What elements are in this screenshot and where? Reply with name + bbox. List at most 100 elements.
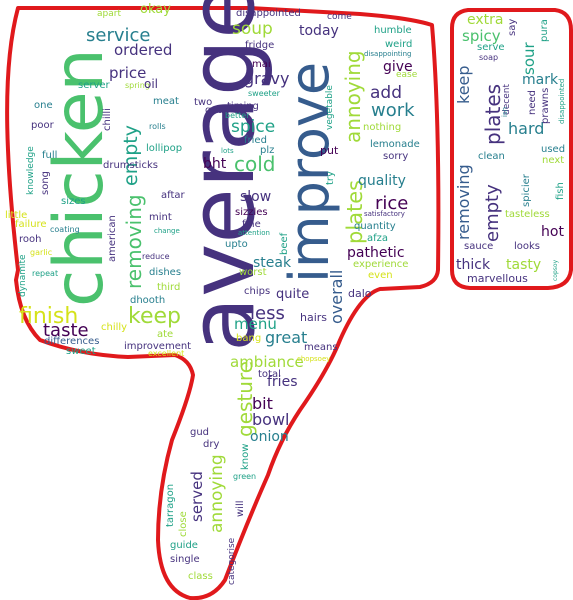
word-green: green [233,472,257,481]
word-vegetable: vegetable [325,85,335,130]
word-bang: bang [236,333,262,344]
word-quantity: quantity [354,221,396,232]
word-mai: mai [252,59,271,70]
word-slow: slow [240,189,272,205]
word-know: know [240,443,251,470]
word-quite: quite [276,287,310,302]
word-aftar: aftar [161,190,185,201]
word-repeat: repeat [32,269,59,278]
word-onion: onion [250,429,289,445]
word-garlic: garlic [30,248,53,257]
word-chopsoey: chopsoey [297,355,331,363]
word-keep: keep [128,304,181,329]
word-soup: soup [232,19,273,39]
word-served: served [188,471,206,522]
word-average: average [170,0,275,352]
word-song: song [40,170,51,195]
word-two: two [194,97,213,108]
word-sauce: sauce [464,241,494,252]
word-qua: qua [205,105,224,116]
word-price: price [109,64,147,82]
word-soap: soap [479,53,499,62]
word-one: one [34,100,53,111]
word-disappointing: disappointing [364,50,412,58]
word-hairs: hairs [300,311,328,324]
word-work: work [371,100,415,121]
word-dalo: dalo [348,287,372,300]
word-fine: fine [242,219,261,230]
word-gravy: gravy [244,69,290,88]
word-bowl: bowl [252,410,290,429]
word-marvellous: marvellous [467,272,528,285]
word-rolls: rolls [149,122,166,131]
word-removing-cuff: removing [454,164,473,240]
word-put: put [320,144,339,157]
word-categorise: categorise [227,537,237,585]
word-give: give [383,59,413,75]
word-drumsticks: drumsticks [103,160,158,171]
word-satisfactory: satisfactory [364,210,405,218]
word-annoying-2: annoying [207,454,227,533]
word-menu: menu [234,315,277,333]
word-extra: extra [467,12,504,28]
word-plates-cuff: plates [481,83,505,145]
word-american: american [107,215,118,262]
word-server: server [78,80,110,91]
word-steak: steak [253,255,292,271]
word-upto: upto [225,239,248,250]
word-fried: fried [244,135,267,146]
word-third: third [157,282,181,293]
word-lots: lots [221,147,234,155]
word-gud: gud [190,427,210,438]
word-coating: coating [50,225,80,234]
word-thick: thick [456,257,491,273]
word-okay: okay [140,2,171,17]
word-fries: fries [267,374,298,390]
word-means: means [304,342,338,353]
word-disappointed: disappointed [236,8,301,19]
word-cold: cold [234,152,276,176]
word-great: great [265,328,308,347]
word-single: single [170,554,200,565]
word-spicy: spicy [462,27,501,45]
word-today: today [299,23,339,39]
word-mint: mint [149,212,172,223]
word-ate: ate [157,329,174,340]
word-spicier: spicier [521,174,532,207]
word-change: change [154,227,180,235]
word-hot: hot [541,224,564,240]
cuff-outline [450,8,573,290]
word-attention: attention [238,229,270,237]
word-overall: overall [327,269,346,324]
word-excellent: excellent [148,349,185,358]
word-tarragon: tarragon [165,483,176,527]
word-serve: serve [477,42,505,53]
word-oil: oil [144,77,159,91]
word-come: come [327,12,352,22]
word-annoying-1: annoying [341,50,365,143]
word-taste: taste [43,320,89,341]
word-need: need [527,90,538,115]
word-pathetic: pathetic [347,245,405,261]
word-class: class [188,571,213,582]
word-poor: poor [31,120,54,131]
word-plates: plates [343,179,367,244]
word-quality: quality [358,173,406,189]
word-meat: meat [153,96,179,107]
word-timing: timing [227,101,259,112]
word-even: even [368,270,393,281]
word-clean: clean [478,151,505,162]
word-ordered: ordered [114,41,173,59]
word-sizes: sizes [61,196,86,207]
word-sizzles: sizzles [235,207,268,218]
word-plz: plz [260,145,275,156]
word-total: total [258,369,281,380]
word-nothing: nothing [363,122,402,133]
word-say: say [507,18,518,36]
word-removing: removing [122,194,146,289]
word-weird: weird [385,39,413,50]
word-chilli: chilli [102,108,113,131]
word-sour: sour [520,42,538,75]
